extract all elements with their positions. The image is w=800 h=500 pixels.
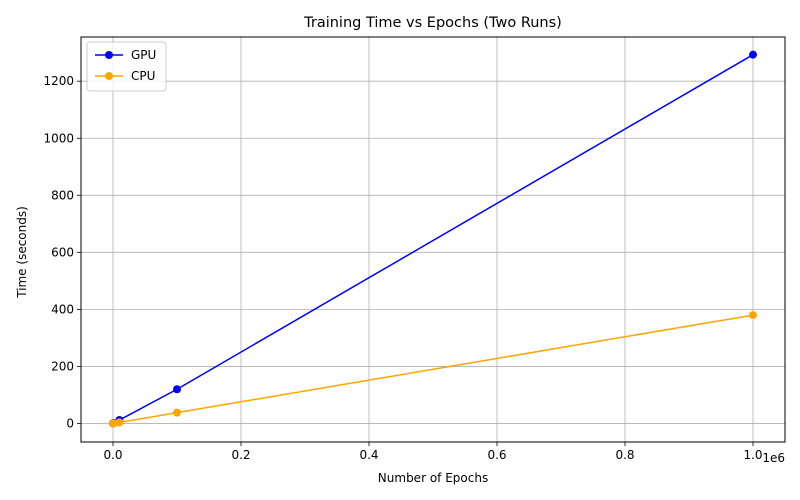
- x-axis-ticks: 0.0 0.2 0.4 0.6 0.8 1.0: [103, 442, 763, 462]
- y-tick-label: 1000: [43, 131, 74, 145]
- legend-label-gpu: GPU: [131, 48, 156, 62]
- y-axis-label: Time (seconds): [15, 206, 29, 299]
- y-tick-label: 1200: [43, 74, 74, 88]
- legend-marker-cpu: [105, 72, 113, 80]
- x-tick-label: 0.4: [359, 448, 378, 462]
- data-point-gpu: [173, 385, 181, 394]
- plot-frame: [80, 36, 786, 443]
- x-tick-label: 0.6: [487, 448, 506, 462]
- grid: [81, 37, 785, 442]
- x-tick-label: 0.0: [103, 448, 122, 462]
- y-tick-label: 200: [51, 359, 74, 373]
- x-axis-offset-label: 1e6: [762, 451, 785, 465]
- y-tick-label: 400: [51, 302, 74, 316]
- series-layer: [109, 50, 757, 428]
- data-point-cpu: [173, 408, 181, 417]
- legend-label-cpu: CPU: [131, 69, 155, 83]
- y-tick-label: 600: [51, 245, 74, 259]
- chart-title: Training Time vs Epochs (Two Runs): [303, 15, 562, 31]
- legend: GPU CPU: [86, 41, 167, 92]
- y-tick-label: 0: [66, 416, 74, 430]
- data-point-cpu: [115, 418, 124, 427]
- data-point-gpu: [749, 50, 757, 59]
- legend-marker-gpu: [105, 51, 113, 59]
- y-axis-ticks: 0 200 400 600 800 1000 1200: [43, 74, 81, 430]
- data-point-cpu: [749, 311, 757, 320]
- x-tick-label: 1.0: [743, 448, 762, 462]
- x-tick-label: 0.2: [231, 448, 250, 462]
- x-tick-label: 0.8: [615, 448, 634, 462]
- y-tick-label: 800: [51, 188, 74, 202]
- x-axis-label: Number of Epochs: [378, 471, 488, 485]
